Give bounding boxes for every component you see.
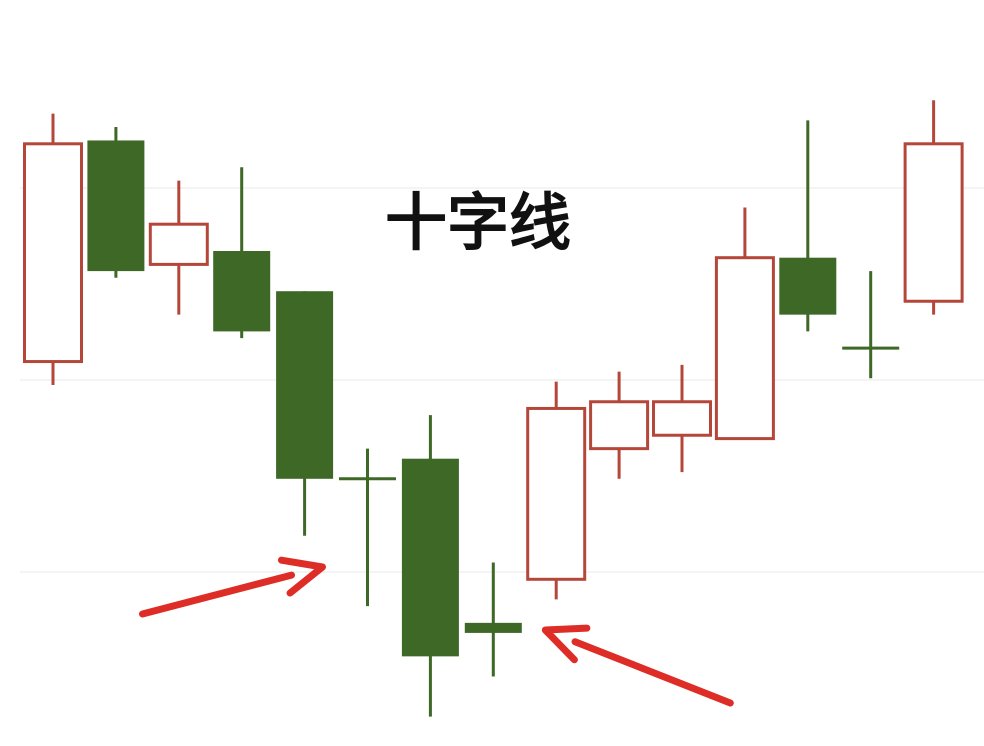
candle-body bbox=[148, 222, 209, 266]
candle bbox=[276, 291, 334, 536]
candle bbox=[213, 167, 271, 339]
candle-body bbox=[526, 406, 587, 581]
candle bbox=[87, 127, 145, 278]
candle bbox=[589, 371, 650, 479]
candle-body bbox=[213, 251, 271, 332]
candle bbox=[23, 113, 83, 385]
red-arrow bbox=[541, 624, 734, 707]
candle bbox=[714, 207, 775, 441]
candle-body bbox=[87, 140, 145, 272]
candle-body bbox=[714, 256, 775, 441]
arrow-head bbox=[277, 556, 326, 597]
candle bbox=[779, 120, 837, 332]
candle-body bbox=[903, 142, 964, 303]
annotation-arrows bbox=[139, 556, 734, 707]
arrow-shaft bbox=[139, 571, 296, 618]
gridlines bbox=[20, 187, 984, 573]
candle bbox=[842, 271, 900, 379]
candle-body bbox=[401, 458, 459, 657]
candle bbox=[903, 100, 964, 315]
candle-body bbox=[589, 400, 650, 451]
candle-body bbox=[779, 257, 837, 315]
candle bbox=[464, 562, 522, 677]
candle bbox=[401, 415, 459, 717]
candle-body bbox=[23, 142, 83, 364]
candles bbox=[23, 100, 964, 717]
candle bbox=[652, 364, 712, 473]
candle bbox=[526, 381, 587, 600]
red-arrow bbox=[139, 556, 326, 618]
candle-body bbox=[276, 291, 334, 479]
candle-body bbox=[464, 622, 522, 633]
arrow-head bbox=[541, 624, 591, 664]
candle bbox=[339, 448, 396, 607]
candle-body bbox=[652, 400, 712, 437]
arrow-shaft bbox=[571, 638, 734, 707]
candle bbox=[148, 180, 209, 315]
chart-title: 十字线 bbox=[385, 186, 571, 259]
